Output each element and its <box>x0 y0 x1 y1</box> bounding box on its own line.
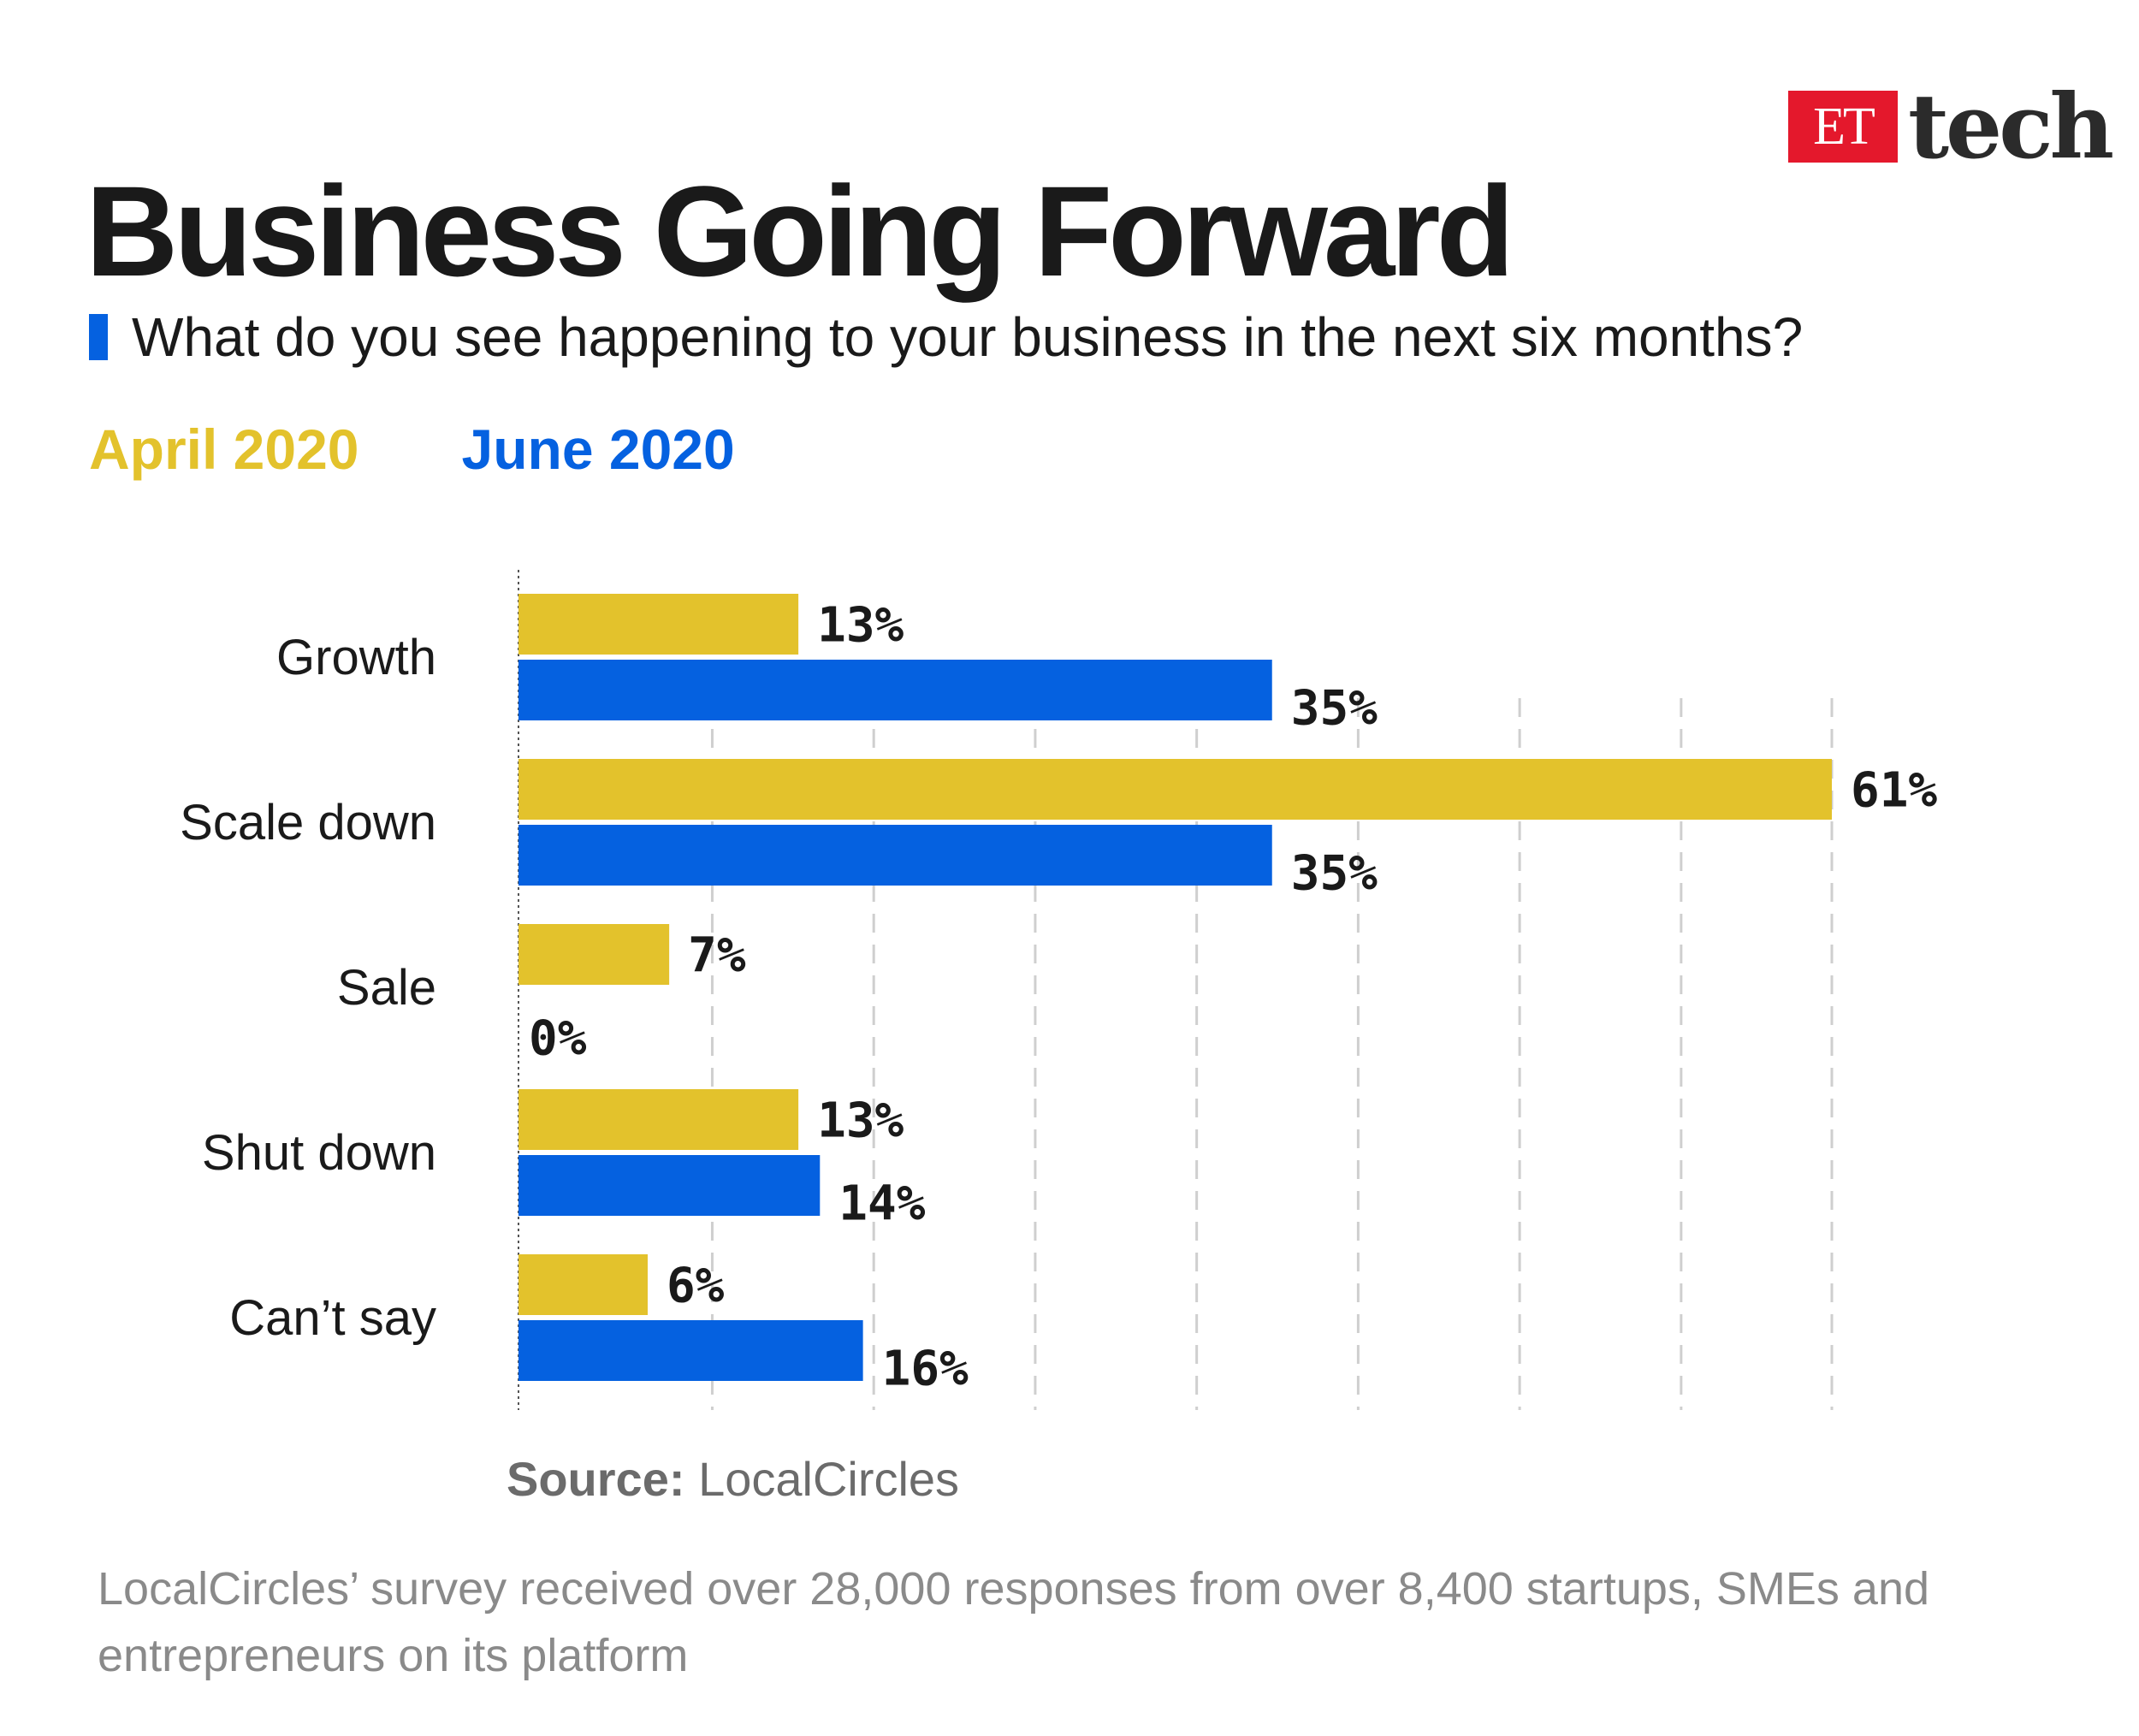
bar <box>518 1089 799 1150</box>
bar <box>518 825 1272 886</box>
chart-title: Business Going Forward <box>86 159 1514 303</box>
legend: April 2020 June 2020 <box>89 421 735 477</box>
source-text: LocalCircles <box>698 1452 960 1506</box>
logo-tech-word: tech <box>1908 74 2114 179</box>
data-label: 35% <box>1291 681 1378 737</box>
data-label: 14% <box>838 1176 925 1232</box>
logo-et-badge: ET <box>1788 91 1898 163</box>
source-label: Source: <box>507 1452 685 1506</box>
bar <box>518 924 670 985</box>
et-tech-logo: ET tech <box>1788 74 2114 179</box>
category-label: Shut down <box>202 1125 436 1181</box>
legend-april-2020: April 2020 <box>89 418 359 481</box>
bar <box>518 759 1832 820</box>
data-label: 61% <box>1851 763 1937 819</box>
bar <box>518 1320 863 1381</box>
bar <box>518 594 799 655</box>
data-label: 13% <box>817 1093 904 1149</box>
legend-june-2020: June 2020 <box>461 418 735 481</box>
data-label: 13% <box>817 598 904 654</box>
bar <box>518 1254 648 1315</box>
data-label: 16% <box>882 1342 969 1397</box>
subtitle-text: What do you see happening to your busine… <box>132 306 1804 368</box>
bar <box>518 660 1272 720</box>
category-label: Growth <box>276 630 436 685</box>
data-label: 35% <box>1291 846 1378 902</box>
data-label: 7% <box>688 928 746 984</box>
category-label: Sale <box>337 960 436 1016</box>
chart-subtitle: What do you see happening to your busine… <box>89 310 1803 364</box>
source-line: Source: LocalCircles <box>507 1451 959 1507</box>
subtitle-marker <box>89 314 108 360</box>
data-label: 0% <box>529 1011 587 1067</box>
category-label: Can’t say <box>229 1290 436 1346</box>
bar-chart: Growth 13% 35% Scale down 61% 35% Sale 7% 0% Shut… <box>180 570 1937 1410</box>
data-label: 6% <box>667 1259 725 1314</box>
category-label: Scale down <box>180 795 436 850</box>
bar <box>518 1155 821 1216</box>
footnote: LocalCircles’ survey received over 28,00… <box>98 1563 1930 1681</box>
